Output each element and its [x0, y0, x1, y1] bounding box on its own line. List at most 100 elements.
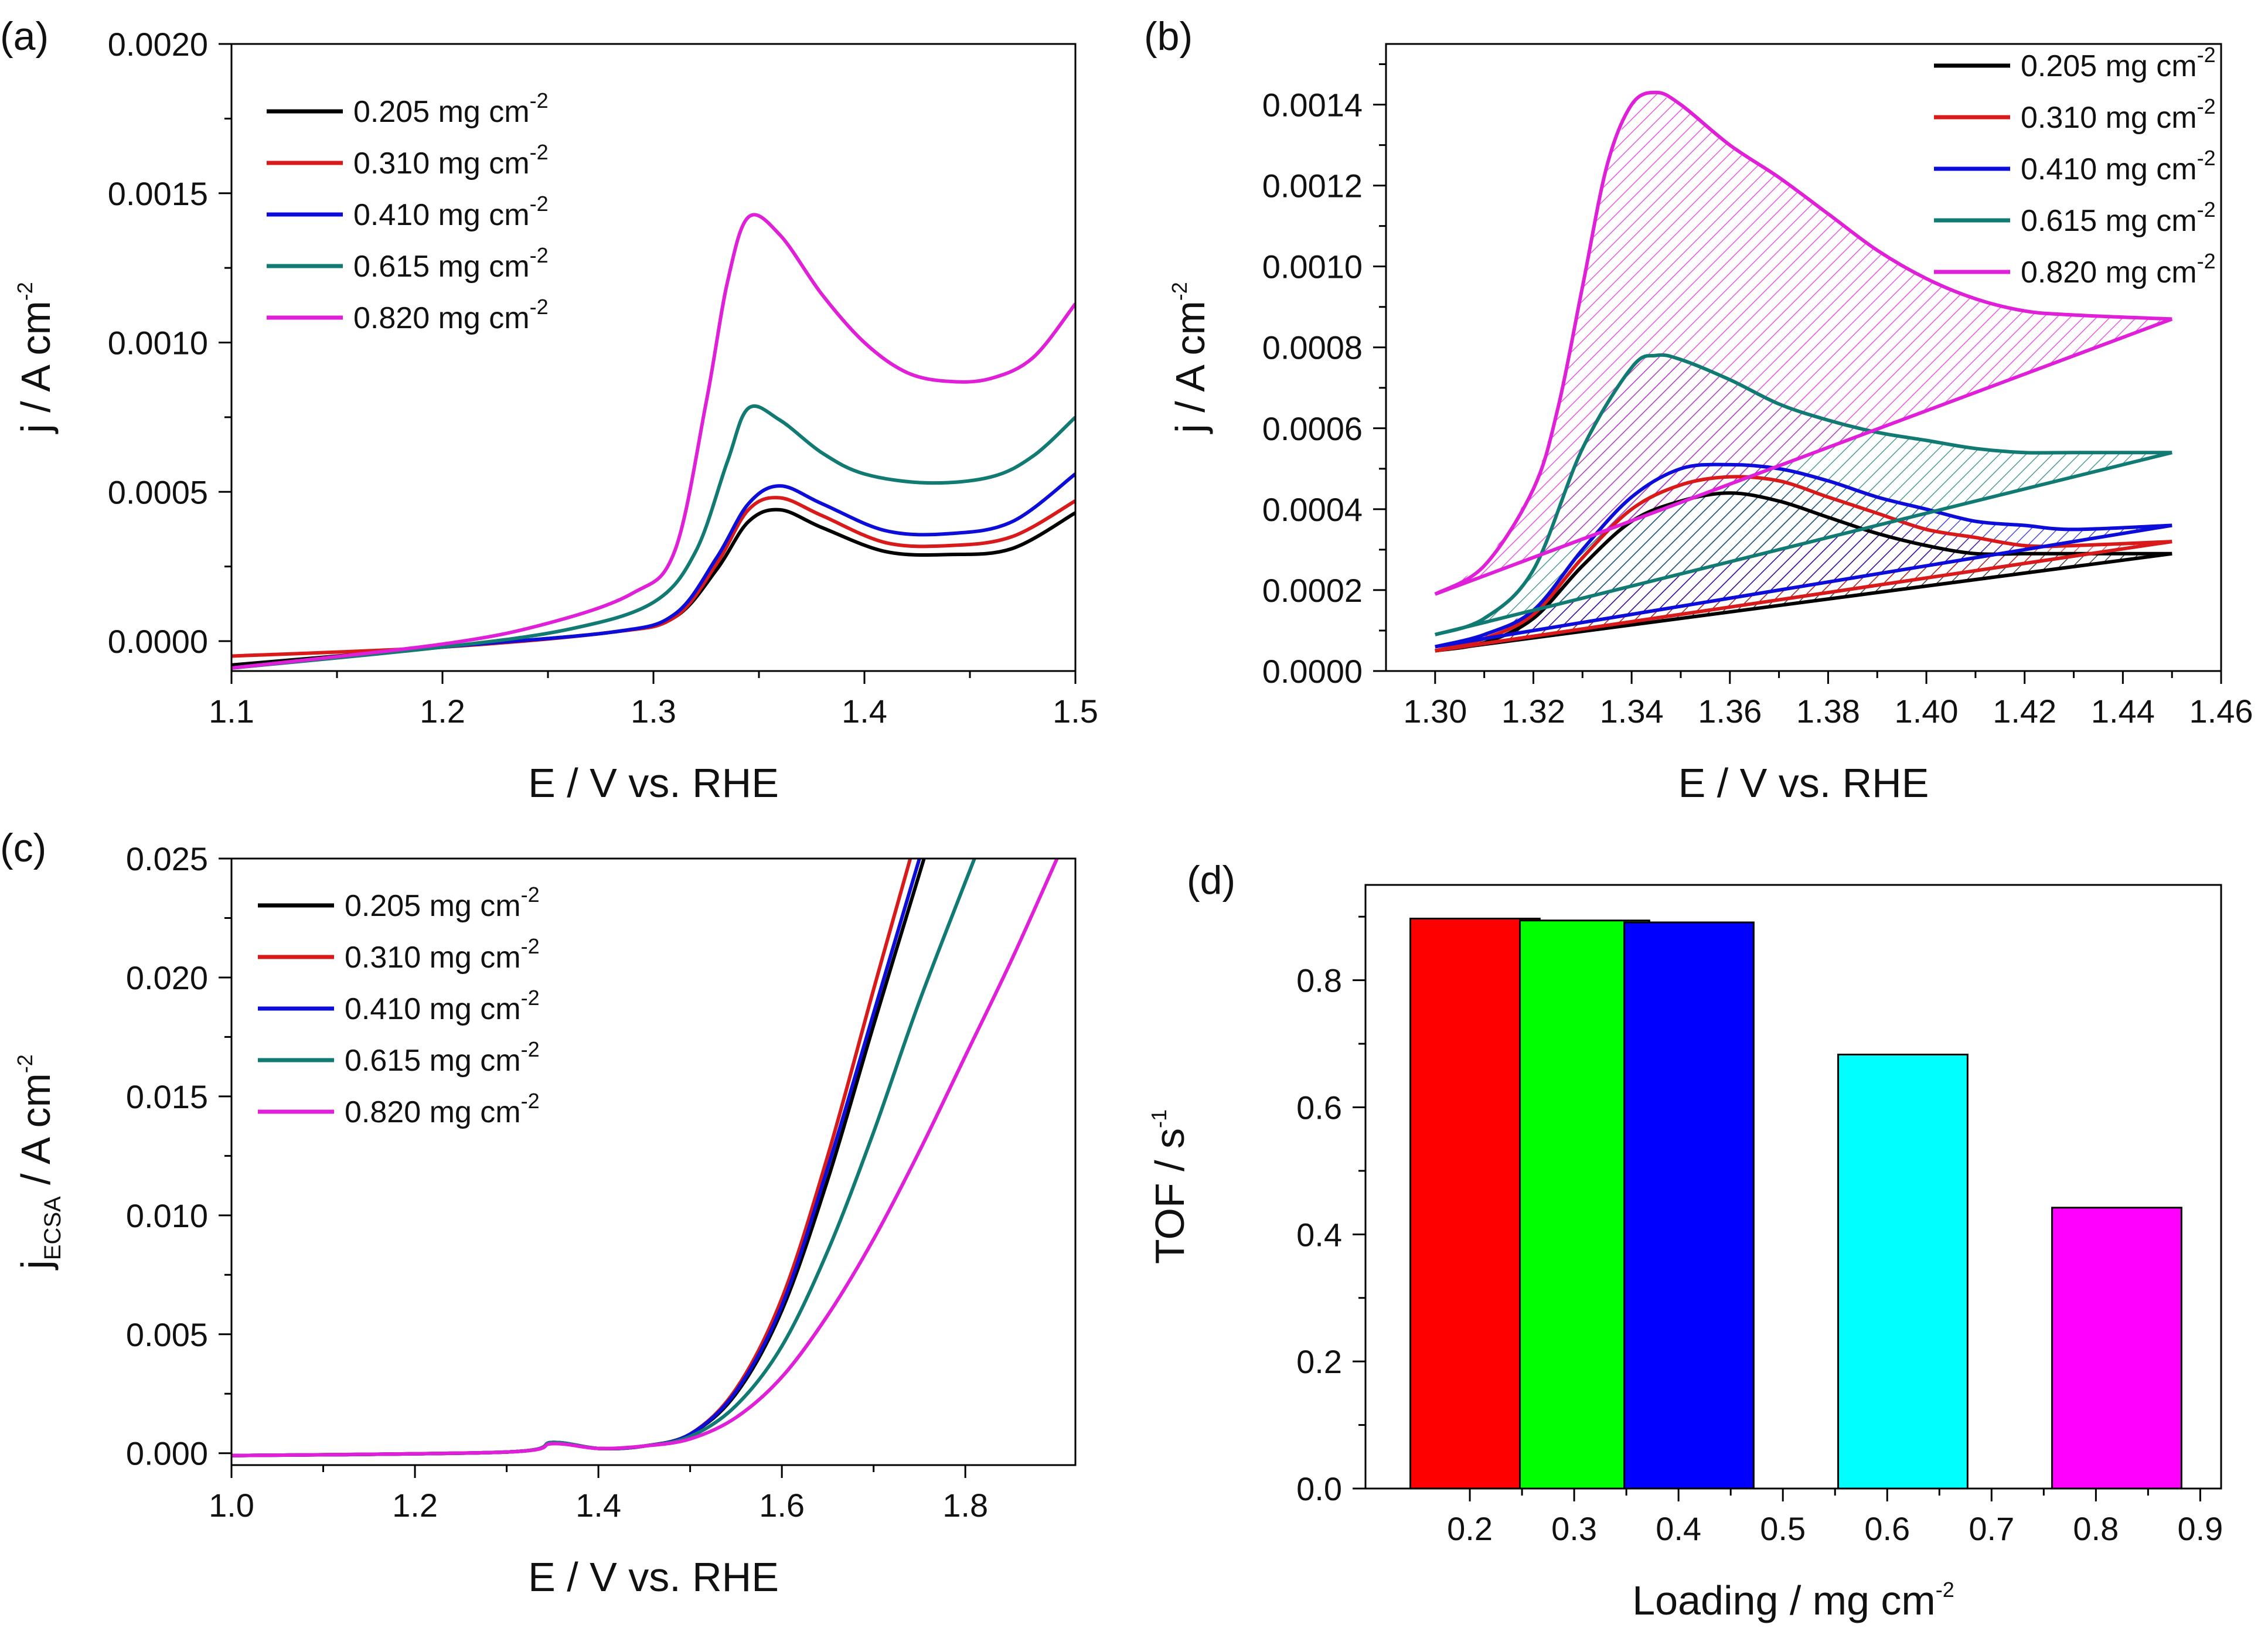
x-tick-label: 1.36 [1698, 693, 1762, 730]
panel-label: (b) [1144, 14, 1193, 59]
legend-label: 0.410 mg cm-2 [345, 986, 540, 1026]
text-part: -2 [13, 1054, 37, 1073]
y-tick-label: 0.0014 [1262, 87, 1363, 124]
text-part: 0.4 [1296, 1216, 1342, 1253]
text-part: E / V vs. RHE [528, 1554, 779, 1600]
bar [1837, 1053, 1969, 1489]
series-line [231, 859, 921, 1457]
text-part: 0.0004 [1262, 491, 1363, 528]
series-line [231, 859, 976, 1457]
x-axis-label: E / V vs. RHE [1678, 760, 1929, 806]
x-tick-label: 1.0 [209, 1487, 254, 1524]
y-tick-label: 0.000 [126, 1435, 208, 1472]
series-line [231, 859, 912, 1457]
text-part: 0.820 mg cm [345, 1095, 521, 1129]
text-part: 1.42 [1993, 693, 2056, 730]
text-part: (d) [1187, 858, 1235, 902]
plot-frame [230, 43, 1077, 672]
text-part: -2 [1167, 282, 1191, 301]
y-tick-label: 0.0010 [108, 325, 208, 362]
legend-label: 0.205 mg cm-2 [353, 88, 549, 129]
text-part: 0.820 mg cm [2021, 256, 2197, 290]
text-part: -2 [1936, 1578, 1954, 1602]
x-tick-label: 0.5 [1760, 1510, 1806, 1547]
text-part: 0.310 mg cm [353, 147, 530, 180]
series-line [1435, 475, 2172, 653]
text-part: 0.0002 [1262, 572, 1363, 609]
x-tick-label: 1.2 [420, 693, 465, 730]
x-tick-label: 1.34 [1600, 693, 1664, 730]
text-part: 1.32 [1501, 693, 1565, 730]
legend-label: 0.820 mg cm-2 [2021, 249, 2216, 290]
x-tick-label: 1.40 [1895, 693, 1959, 730]
text-part: / A cm [13, 1073, 59, 1196]
text-part: 0.0015 [108, 175, 208, 212]
legend-label: 0.820 mg cm-2 [353, 295, 549, 335]
text-part: -2 [13, 282, 37, 301]
text-part: 1.6 [759, 1487, 805, 1524]
text-part: 0.205 mg cm [353, 95, 530, 129]
x-tick-label: 1.5 [1053, 693, 1098, 730]
y-tick-label: 0.005 [126, 1316, 208, 1353]
text-part: 1.36 [1698, 693, 1762, 730]
text-part: 1.40 [1895, 693, 1959, 730]
legend-label: 0.205 mg cm-2 [345, 883, 540, 923]
text-part: 0.3 [1551, 1510, 1597, 1547]
text-part: 0.000 [126, 1435, 208, 1472]
x-tick-label: 0.3 [1551, 1510, 1597, 1547]
x-tick-label: 1.3 [631, 693, 676, 730]
text-part: E / V vs. RHE [528, 760, 779, 806]
x-tick-label: 1.1 [209, 693, 254, 730]
plot-frame [1364, 884, 2222, 1490]
text-part: j / A cm [13, 301, 59, 434]
y-tick-label: 0.015 [126, 1078, 208, 1115]
plot-area [231, 859, 1059, 1457]
y-tick-label: 0.0002 [1262, 572, 1363, 609]
text-part: 0.410 mg cm [353, 198, 530, 232]
text-part: -2 [521, 934, 540, 958]
legend-b: 0.205 mg cm-20.310 mg cm-20.410 mg cm-20… [1934, 43, 2216, 290]
text-part: 0.005 [126, 1316, 208, 1353]
text-part: 1.8 [942, 1487, 988, 1524]
text-part: Loading / mg cm [1632, 1578, 1935, 1623]
text-part: 0.015 [126, 1078, 208, 1115]
y-axis-label: j / A cm-2 [1167, 282, 1213, 434]
x-axis-label: E / V vs. RHE [528, 760, 779, 806]
x-tick-label: 0.4 [1656, 1510, 1701, 1547]
text-part: (a) [0, 14, 49, 59]
x-tick-label: 1.2 [392, 1487, 438, 1524]
panel-b: (b) 1.30 1.32 1.34 1.36 1.38 1.40 1.42 1.44 1.46 0… [1144, 14, 2253, 806]
text-part: 0.820 mg cm [353, 301, 530, 335]
text-part: 1.1 [209, 693, 254, 730]
series-line [231, 213, 1075, 670]
bar [2051, 1207, 2182, 1489]
text-part: 0.0012 [1262, 168, 1363, 205]
baseline-line [1435, 540, 2172, 653]
text-part: 1.2 [420, 693, 465, 730]
legend-label: 0.410 mg cm-2 [2021, 146, 2216, 186]
x-tick-label: 1.32 [1501, 693, 1565, 730]
x-tick-label: 1.38 [1796, 693, 1860, 730]
x-axis-label: E / V vs. RHE [528, 1554, 779, 1600]
text-part: 0.4 [1656, 1510, 1701, 1547]
text-part: 0.310 mg cm [2021, 101, 2197, 135]
y-tick-label: 0.2 [1296, 1343, 1342, 1380]
bar [1623, 921, 1755, 1489]
text-part: 0.0006 [1262, 410, 1363, 447]
text-part: j [13, 1260, 59, 1271]
series-line [1434, 353, 2172, 636]
x-tick-label: 0.2 [1447, 1510, 1493, 1547]
x-tick-label: 1.46 [2189, 693, 2253, 730]
y-tick-label: 0.010 [126, 1197, 208, 1234]
text-part: -2 [2197, 94, 2216, 118]
text-part: 1.4 [842, 693, 887, 730]
text-part: 0.0014 [1262, 87, 1363, 124]
text-part: 0.9 [2177, 1510, 2223, 1547]
text-part: 0.2 [1296, 1343, 1342, 1380]
plot-area [231, 213, 1075, 670]
text-part: 1.4 [575, 1487, 621, 1524]
text-part: -2 [521, 1037, 540, 1061]
y-tick-label: 0.0004 [1262, 491, 1363, 528]
x-tick-label: 1.4 [575, 1487, 621, 1524]
